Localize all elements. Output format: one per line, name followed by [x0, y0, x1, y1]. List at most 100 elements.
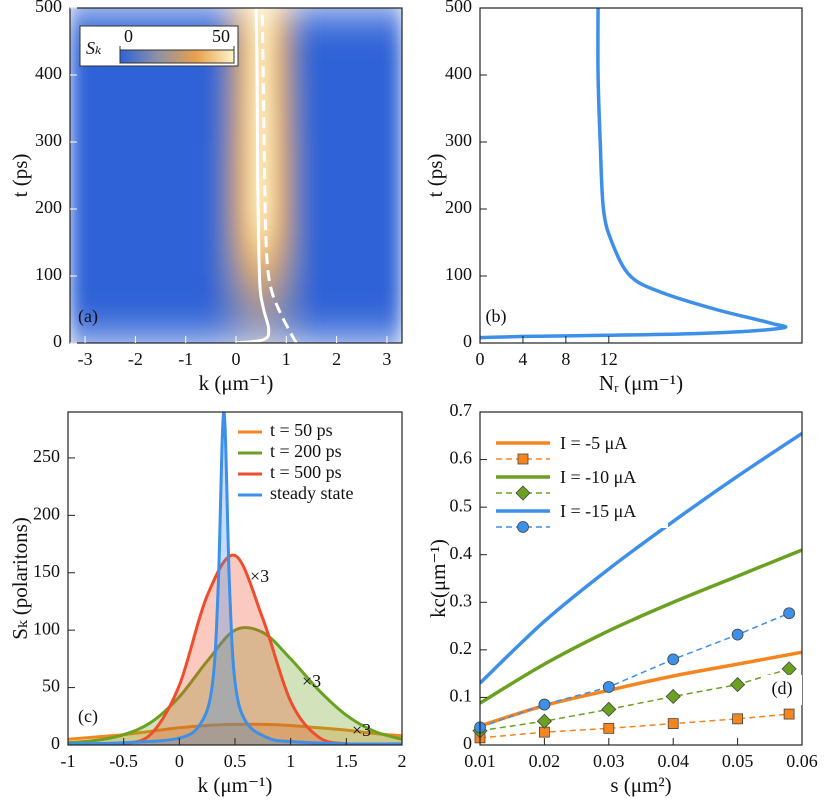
heatmap-cell [215, 75, 227, 109]
y-tick-label: 500 [35, 0, 62, 16]
marker [603, 722, 615, 734]
heatmap-cell [266, 41, 277, 76]
area [68, 555, 402, 745]
legend-label: I = -15 μA [560, 501, 636, 521]
x-tick-label: 0.01 [464, 751, 496, 771]
y-tick-label: 200 [33, 503, 60, 523]
heatmap-cell [266, 8, 277, 42]
x-axis-label: Nᵣ (μm⁻¹) [599, 371, 683, 395]
annotation: ×3 [250, 566, 269, 586]
heatmap-cell [236, 175, 247, 210]
heatmap-cell [286, 108, 297, 143]
heatmap-cell [215, 108, 227, 143]
heatmap-cell [225, 108, 237, 143]
y-tick-label: 0.3 [450, 590, 473, 610]
heatmap-cell [296, 142, 307, 176]
line [480, 548, 802, 705]
x-tick-label: 0.5 [224, 751, 247, 771]
x-tick-label: 0.05 [722, 751, 754, 771]
heatmap-cell [215, 309, 227, 343]
heatmap-cell [296, 8, 307, 42]
heatmap-cell [236, 276, 247, 310]
y-tick-label: 100 [33, 618, 60, 638]
curve [260, 8, 298, 343]
heatmap-cell [236, 309, 247, 343]
x-tick-label: 0.06 [786, 751, 818, 771]
y-tick-label: 0.1 [450, 686, 473, 706]
heatmap-cell [246, 209, 257, 243]
line [68, 412, 402, 745]
heatmap-cell [276, 309, 287, 343]
plot-area [480, 431, 802, 739]
heatmap-cell [286, 242, 297, 277]
x-axis-label: s (μm²) [610, 773, 671, 797]
marker [515, 485, 531, 501]
heatmap-cell [266, 108, 277, 143]
marker [783, 708, 795, 720]
heatmap-cell [286, 209, 297, 243]
plot-area [480, 8, 788, 340]
x-tick-label: -2 [128, 349, 143, 369]
x-tick-label: 0 [232, 349, 241, 369]
heatmap-cell [225, 209, 237, 243]
heatmap-cell [246, 41, 257, 76]
line [480, 8, 788, 340]
area [68, 724, 402, 745]
panel-label: (c) [78, 706, 98, 727]
heatmap-cell [276, 142, 287, 176]
y-tick-label: 0 [51, 733, 60, 753]
line [68, 626, 402, 745]
colorbar [119, 49, 235, 64]
legend-label: I = -5 μA [560, 433, 627, 453]
heatmap-cell [276, 75, 287, 109]
y-tick-label: 200 [35, 197, 62, 217]
heatmap-cell [296, 41, 307, 76]
x-tick-label: 0.02 [529, 751, 561, 771]
heatmap-cell [225, 242, 237, 277]
heatmap-cell [246, 142, 257, 176]
x-tick-label: 1 [282, 349, 291, 369]
heatmap-cell [236, 209, 247, 243]
y-tick-label: 0.5 [450, 495, 473, 515]
heatmap-cell [276, 276, 287, 310]
marker [731, 628, 744, 641]
heatmap-cell [256, 108, 267, 143]
heatmap-cell [276, 209, 287, 243]
plot-area [68, 412, 402, 745]
legend-label: t = 50 ps [270, 420, 333, 440]
panel-label: (a) [78, 306, 98, 327]
heatmap-cell [215, 209, 227, 243]
heatmap-cell [296, 276, 307, 310]
x-tick-label: 1 [286, 751, 295, 771]
heatmap-cell [256, 242, 267, 277]
y-axis-label: t (ps) [423, 154, 447, 198]
heatmap-cell [276, 242, 287, 277]
x-tick-label: 0.04 [657, 751, 689, 771]
y-tick-label: 200 [445, 197, 472, 217]
y-tick-label: 100 [445, 264, 472, 284]
heatmap-cell [225, 309, 237, 343]
marker [667, 718, 679, 729]
marker [601, 701, 617, 717]
x-tick-label: -3 [78, 349, 93, 369]
x-tick-label: 0 [476, 349, 485, 369]
line [480, 431, 802, 685]
heatmap-cell [266, 309, 277, 343]
heatmap-cell [236, 75, 247, 109]
y-tick-label: 0 [53, 331, 62, 351]
heatmap-cell [286, 8, 297, 42]
heatmap-cell [246, 276, 257, 310]
x-tick-label: 0 [175, 751, 184, 771]
x-tick-label: 4 [518, 349, 527, 369]
x-tick-label: 2 [398, 751, 407, 771]
y-tick-label: 0 [463, 733, 472, 753]
heatmap-cell [236, 41, 247, 76]
x-tick-label: -1 [178, 349, 193, 369]
x-tick-label: 0.03 [593, 751, 625, 771]
label-box [762, 675, 802, 705]
heatmap-cell [225, 8, 237, 42]
heatmap-cell [246, 75, 257, 109]
heatmap-cell [296, 175, 307, 210]
x-axis-label: k (μm⁻¹) [198, 773, 273, 797]
marker [602, 681, 615, 693]
